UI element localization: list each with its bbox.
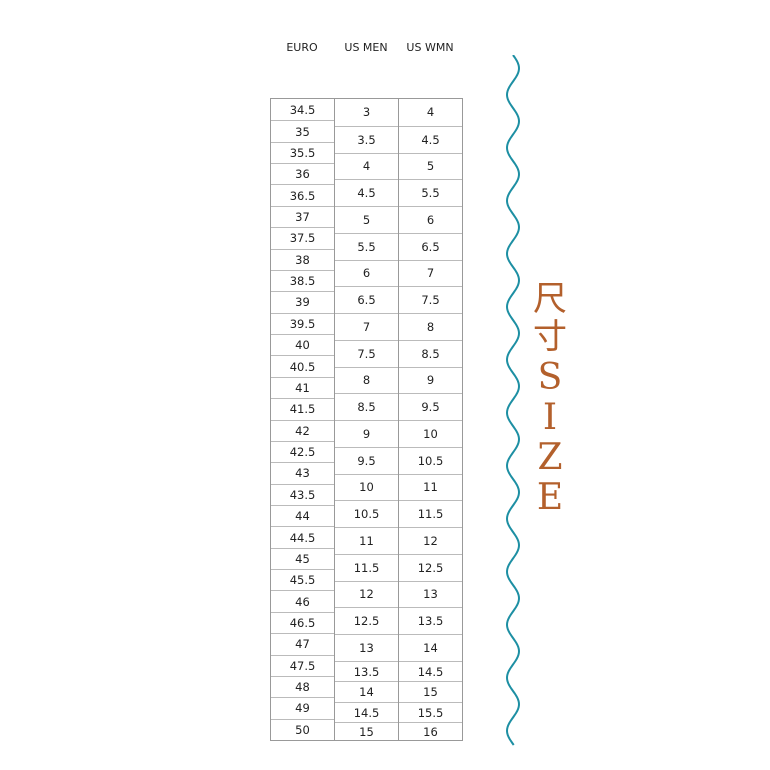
table-cell: 10.5: [335, 500, 398, 527]
table-cell: 6: [399, 206, 462, 233]
table-cell: 42: [271, 419, 334, 441]
table-cell: 43: [271, 462, 334, 483]
table-cell: 11: [335, 527, 398, 554]
table-cell: 4: [335, 152, 398, 180]
table-cell: 49: [271, 697, 334, 718]
header-us-men: US MEN: [344, 41, 388, 54]
table-cell: 39: [271, 291, 334, 312]
table-cell: 15: [335, 722, 398, 740]
wave-line: [505, 55, 521, 746]
table-cell: 15: [399, 681, 462, 702]
table-cell: 9.5: [335, 446, 398, 474]
table-cell: 7.5: [335, 339, 398, 367]
table-cell: 37: [271, 205, 334, 227]
table-cell: 50: [271, 718, 334, 740]
table-cell: 8: [399, 313, 462, 340]
table-cell: 4.5: [335, 179, 398, 206]
table-cell: 36.5: [271, 184, 334, 205]
table-cell: 7.5: [399, 286, 462, 313]
table-cell: 11.5: [399, 500, 462, 527]
table-cell: 13: [399, 580, 462, 608]
table-cell: 9.5: [399, 393, 462, 420]
table-cell: 6.5: [335, 286, 398, 313]
table-cell: 7: [399, 259, 462, 287]
table-cell: 35: [271, 120, 334, 141]
table-cell: 45: [271, 547, 334, 569]
wavy-divider: [505, 55, 521, 746]
table-cell: 14: [335, 681, 398, 702]
table-cell: 40: [271, 334, 334, 355]
table-cell: 40.5: [271, 355, 334, 376]
table-cell: 10: [399, 420, 462, 447]
title-char: S: [537, 357, 563, 398]
table-cell: 4.5: [399, 125, 462, 153]
table-cell: 11.5: [335, 553, 398, 581]
table-cell: 6: [335, 259, 398, 287]
table-cell: 47.5: [271, 654, 334, 676]
us-wmn-column: 4 4.5 5 5.5 6 6.5 7 7.5 8 8.5 9 9.5 10 10.5 11 11.5 12 12…: [398, 98, 463, 741]
table-cell: 38: [271, 248, 334, 270]
table-cell: 41.5: [271, 398, 334, 419]
title-char: 寸: [533, 317, 567, 357]
table-cell: 6.5: [399, 232, 462, 260]
table-cell: 8.5: [335, 393, 398, 420]
table-cell: 13.5: [335, 660, 398, 682]
table-cell: 36: [271, 163, 334, 184]
table-cell: 46: [271, 590, 334, 611]
header-us-wmn: US WMN: [406, 41, 454, 54]
table-cell: 48: [271, 675, 334, 697]
table-cell: 13: [335, 634, 398, 661]
table-cell: 16: [399, 722, 462, 740]
table-cell: 10: [335, 473, 398, 501]
table-cell: 5: [399, 152, 462, 180]
table-cell: 11: [399, 473, 462, 501]
table-cell: 14.5: [399, 660, 462, 682]
table-cell: 7: [335, 313, 398, 340]
table-cell: 12.5: [399, 553, 462, 581]
table-cell: 12: [399, 527, 462, 554]
table-cell: 3.5: [335, 125, 398, 153]
title-char: 尺: [533, 279, 567, 319]
table-cell: 42.5: [271, 440, 334, 462]
table-cell: 34.5: [289, 102, 316, 117]
table-cell: 4: [426, 105, 435, 120]
size-title: 尺 寸 S I Z E: [530, 282, 570, 518]
table-cell: 9: [335, 420, 398, 447]
table-cell: 15.5: [399, 701, 462, 723]
table-cell: 45.5: [271, 569, 334, 590]
table-cell: 46.5: [271, 611, 334, 633]
table-cell: 14: [399, 634, 462, 661]
title-char: E: [536, 477, 564, 518]
table-cell: 39.5: [271, 312, 334, 334]
table-cell: 44.5: [271, 526, 334, 547]
table-cell: 9: [399, 366, 462, 394]
table-cell: 13.5: [399, 607, 462, 634]
euro-column: 34.5 35 35.5 36 36.5 37 37.5 38 38.5 39 39.5 40 40.5…: [270, 98, 335, 741]
table-cell: 12: [335, 580, 398, 608]
title-char: Z: [537, 437, 563, 478]
table-cell: 12.5: [335, 607, 398, 634]
table-cell: 3: [362, 105, 371, 120]
table-cell: 5: [335, 206, 398, 233]
table-cell: 8: [335, 366, 398, 394]
table-cell: 44: [271, 504, 334, 526]
table-cell: 37.5: [271, 227, 334, 248]
table-cell: 38.5: [271, 269, 334, 291]
table-cell: 5.5: [399, 179, 462, 206]
table-cell: 8.5: [399, 339, 462, 367]
table-cell: 35.5: [271, 141, 334, 163]
header-euro: EURO: [286, 41, 318, 54]
table-cell: 47: [271, 633, 334, 654]
table-cell: 10.5: [399, 446, 462, 474]
title-char: I: [542, 397, 558, 438]
us-men-column: 3 3.5 4 4.5 5 5.5 6 6.5 7 7.5 8 8.5 9 9.5 10 10.5 11 11.5…: [334, 98, 399, 741]
table-cell: 41: [271, 376, 334, 398]
table-cell: 5.5: [335, 232, 398, 260]
table-cell: 43.5: [271, 483, 334, 505]
table-cell: 14.5: [335, 701, 398, 723]
